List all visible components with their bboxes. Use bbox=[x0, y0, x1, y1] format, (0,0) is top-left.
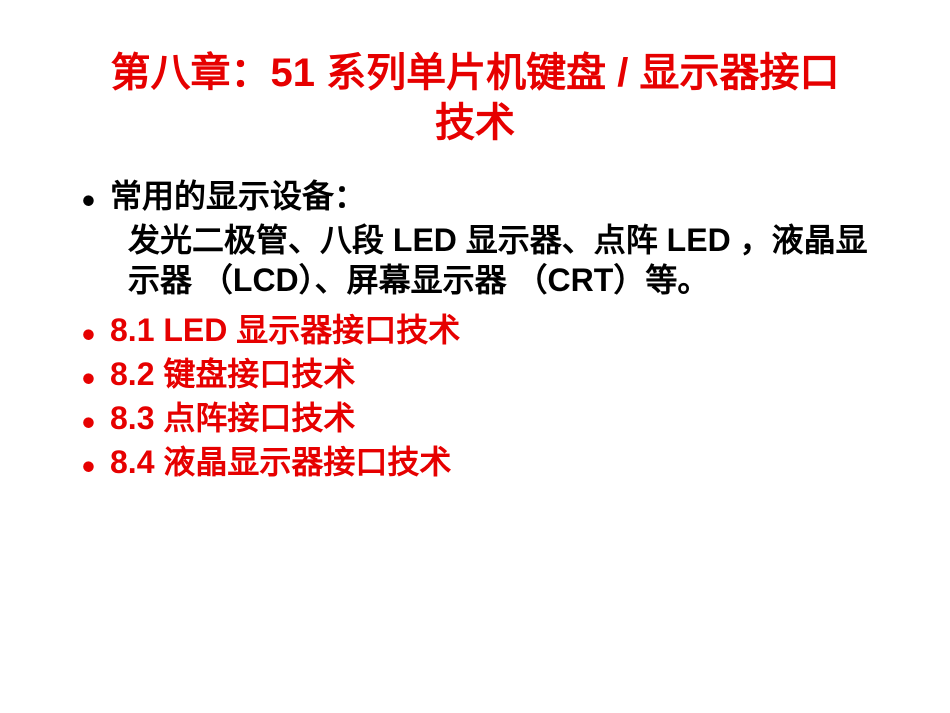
bullet-item: •8.4 液晶显示器接口技术 bbox=[110, 442, 890, 482]
bullet-text: 常用的显示设备： bbox=[110, 178, 366, 214]
chapter-title: 第八章：51 系列单片机键盘 / 显示器接口 技术 bbox=[60, 48, 890, 148]
bullet-item: •8.1 LED 显示器接口技术 bbox=[110, 310, 890, 350]
bullet-item: •常用的显示设备： bbox=[110, 176, 890, 216]
sub-text: 发光二极管、八段 LED 显示器、点阵 LED ，液晶显示器 （LCD）、屏幕显… bbox=[128, 220, 888, 300]
bullet-dot-icon: • bbox=[82, 405, 95, 442]
body: •常用的显示设备： 发光二极管、八段 LED 显示器、点阵 LED ，液晶显示器… bbox=[60, 176, 890, 482]
bullet-text: 8.2 键盘接口技术 bbox=[110, 356, 355, 392]
bullet-dot-icon: • bbox=[82, 317, 95, 354]
bullet-text: 8.1 LED 显示器接口技术 bbox=[110, 312, 460, 348]
title-line-1: 第八章：51 系列单片机键盘 / 显示器接口 bbox=[111, 51, 840, 95]
bullet-item: •8.2 键盘接口技术 bbox=[110, 354, 890, 394]
bullet-dot-icon: • bbox=[82, 361, 95, 398]
slide: 第八章：51 系列单片机键盘 / 显示器接口 技术 •常用的显示设备： 发光二极… bbox=[0, 0, 950, 713]
bullet-item: •8.3 点阵接口技术 bbox=[110, 398, 890, 438]
bullet-text: 8.4 液晶显示器接口技术 bbox=[110, 444, 451, 480]
title-line-2: 技术 bbox=[435, 101, 515, 145]
bullet-dot-icon: • bbox=[82, 183, 95, 220]
bullet-text: 8.3 点阵接口技术 bbox=[110, 400, 355, 436]
bullet-dot-icon: • bbox=[82, 449, 95, 486]
